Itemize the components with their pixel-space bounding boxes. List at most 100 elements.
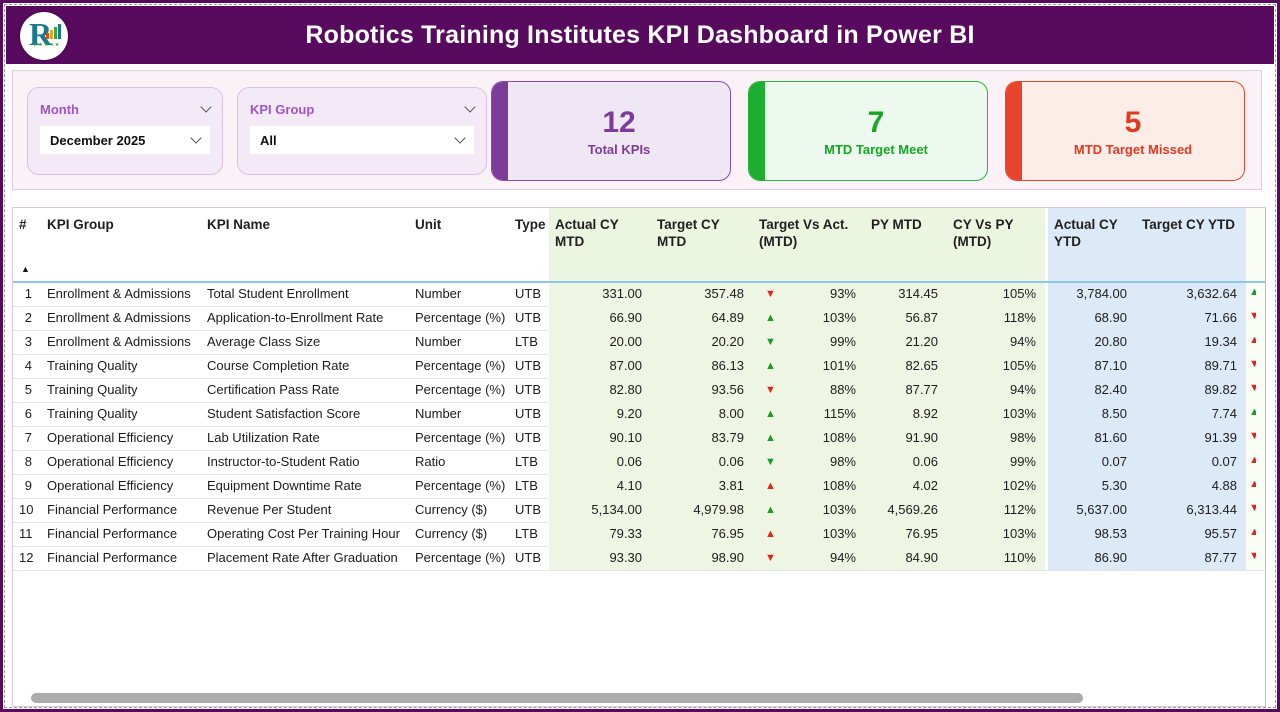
table-row[interactable]: 11 Financial Performance Operating Cost …: [13, 522, 1265, 547]
table-row[interactable]: 2 Enrollment & Admissions Application-to…: [13, 306, 1265, 331]
mtd-trend-icon: ▲: [765, 503, 776, 516]
cell-py-mtd: 87.77: [865, 378, 947, 403]
cell-cy-vs-py-mtd: 102%: [947, 474, 1045, 499]
month-dropdown[interactable]: December 2025: [40, 126, 210, 154]
cell-actual-cy-mtd: 87.00: [549, 354, 651, 379]
kpi-group-slicer-header[interactable]: KPI Group: [250, 98, 476, 120]
mtd-trend-icon: ▼: [765, 551, 776, 564]
cell-index: 12: [19, 550, 34, 566]
cell-py-mtd: 82.65: [865, 354, 947, 379]
cell-actual-cy-ytd: 87.10: [1045, 354, 1136, 379]
cell-type: LTB: [515, 526, 538, 542]
sort-ascending-icon[interactable]: ▲: [21, 263, 30, 274]
cell-index: 10: [19, 502, 34, 518]
cell-type: UTB: [515, 502, 541, 518]
table-row[interactable]: 1 Enrollment & Admissions Total Student …: [13, 282, 1265, 307]
cell-actual-cy-ytd: 0.07: [1045, 450, 1136, 475]
mtd-trend-icon: ▼: [765, 383, 776, 396]
cell-py-mtd: 76.95: [865, 522, 947, 547]
ytd-trend-icon: ▲: [1249, 407, 1256, 418]
chevron-down-icon[interactable]: [190, 132, 202, 144]
mtd-target-meet-value: 7: [867, 105, 885, 139]
table-row[interactable]: 6 Training Quality Student Satisfaction …: [13, 402, 1265, 427]
cell-target-cy-mtd: 86.13: [651, 354, 753, 379]
col-header-kpi-group[interactable]: KPI Group: [47, 217, 114, 232]
mtd-target-missed-label: MTD Target Missed: [1073, 141, 1193, 157]
table-row[interactable]: 4 Training Quality Course Completion Rat…: [13, 354, 1265, 379]
cell-py-mtd: 91.90: [865, 426, 947, 451]
horizontal-scrollbar[interactable]: [31, 693, 1083, 703]
month-slicer-header[interactable]: Month: [40, 98, 212, 120]
table-row[interactable]: 7 Operational Efficiency Lab Utilization…: [13, 426, 1265, 451]
table-row[interactable]: 10 Financial Performance Revenue Per Stu…: [13, 498, 1265, 523]
cell-type: UTB: [515, 406, 541, 422]
cell-ytd-trend: ▲: [1246, 450, 1265, 475]
cell-target-vs-act-mtd: ▲ 101%: [753, 354, 865, 379]
cell-unit: Percentage (%): [415, 550, 506, 566]
cell-cy-vs-py-mtd: 105%: [947, 354, 1045, 379]
total-kpis-value: 12: [602, 105, 636, 139]
cell-index: 2: [24, 310, 32, 326]
cell-target-cy-ytd: 87.77: [1136, 546, 1246, 571]
total-kpis-card[interactable]: 12 Total KPIs: [491, 81, 731, 181]
col-header-target-cy-mtd[interactable]: Target CY MTD: [651, 208, 753, 281]
mtd-target-missed-card[interactable]: 5 MTD Target Missed: [1005, 81, 1245, 181]
cell-cy-vs-py-mtd: 99%: [947, 450, 1045, 475]
col-header-actual-cy-ytd[interactable]: Actual CY YTD: [1045, 208, 1136, 281]
cell-kpi-group: Training Quality: [47, 406, 138, 422]
mtd-trend-icon: ▲: [765, 431, 776, 444]
month-slicer: Month December 2025: [27, 87, 223, 175]
col-header-cut: [1246, 208, 1265, 281]
cell-type: UTB: [515, 310, 541, 326]
col-header-unit[interactable]: Unit: [415, 217, 442, 232]
table-row[interactable]: 12 Financial Performance Placement Rate …: [13, 546, 1265, 571]
cell-index: 8: [24, 454, 32, 470]
report-canvas: R ★★★★★ Robotics Training Institutes KPI…: [4, 4, 1276, 708]
chevron-down-icon[interactable]: [200, 101, 212, 113]
cell-unit: Ratio: [415, 454, 446, 470]
kpi-group-dropdown[interactable]: All: [250, 126, 474, 154]
cell-actual-cy-mtd: 9.20: [549, 402, 651, 427]
table-row[interactable]: 3 Enrollment & Admissions Average Class …: [13, 330, 1265, 355]
col-header-target-vs-act-mtd[interactable]: Target Vs Act. (MTD): [753, 208, 865, 281]
col-header-type[interactable]: Type: [515, 217, 546, 232]
cell-target-cy-mtd: 98.90: [651, 546, 753, 571]
col-header-target-cy-ytd[interactable]: Target CY YTD: [1136, 208, 1246, 281]
cell-actual-cy-mtd: 90.10: [549, 426, 651, 451]
cell-type: LTB: [515, 334, 538, 350]
col-header-index[interactable]: # ▲: [19, 217, 30, 274]
mtd-target-meet-card[interactable]: 7 MTD Target Meet: [748, 81, 988, 181]
cell-index: 5: [24, 382, 32, 398]
cell-ytd-trend: ▼: [1246, 306, 1265, 331]
page-title: Robotics Training Institutes KPI Dashboa…: [305, 20, 975, 49]
chevron-down-icon[interactable]: [464, 101, 476, 113]
table-row[interactable]: 8 Operational Efficiency Instructor-to-S…: [13, 450, 1265, 475]
col-header-actual-cy-mtd[interactable]: Actual CY MTD: [549, 208, 651, 281]
table-row[interactable]: 5 Training Quality Certification Pass Ra…: [13, 378, 1265, 403]
cell-actual-cy-mtd: 93.30: [549, 546, 651, 571]
table-row[interactable]: 9 Operational Efficiency Equipment Downt…: [13, 474, 1265, 499]
cell-ytd-trend: ▲: [1246, 474, 1265, 499]
cell-type: UTB: [515, 382, 541, 398]
total-kpis-label: Total KPIs: [587, 141, 651, 157]
cell-cy-vs-py-mtd: 94%: [947, 330, 1045, 355]
mtd-trend-icon: ▲: [765, 407, 776, 420]
mtd-target-missed-value: 5: [1124, 105, 1142, 139]
cell-index: 9: [24, 478, 32, 494]
col-header-py-mtd[interactable]: PY MTD: [865, 208, 947, 281]
cell-ytd-trend: ▼: [1246, 378, 1265, 403]
cell-actual-cy-mtd: 66.90: [549, 306, 651, 331]
cell-py-mtd: 0.06: [865, 450, 947, 475]
cell-actual-cy-mtd: 20.00: [549, 330, 651, 355]
col-header-cy-vs-py-mtd[interactable]: CY Vs PY (MTD): [947, 208, 1045, 281]
cell-index: 6: [24, 406, 32, 422]
cell-type: UTB: [515, 430, 541, 446]
cell-target-cy-mtd: 83.79: [651, 426, 753, 451]
cell-unit: Percentage (%): [415, 382, 506, 398]
cell-actual-cy-ytd: 8.50: [1045, 402, 1136, 427]
chevron-down-icon[interactable]: [454, 132, 466, 144]
col-header-kpi-name[interactable]: KPI Name: [207, 217, 271, 232]
cell-kpi-group: Training Quality: [47, 382, 138, 398]
cell-index: 1: [24, 286, 32, 302]
cell-target-vs-act-mtd: ▼ 99%: [753, 330, 865, 355]
